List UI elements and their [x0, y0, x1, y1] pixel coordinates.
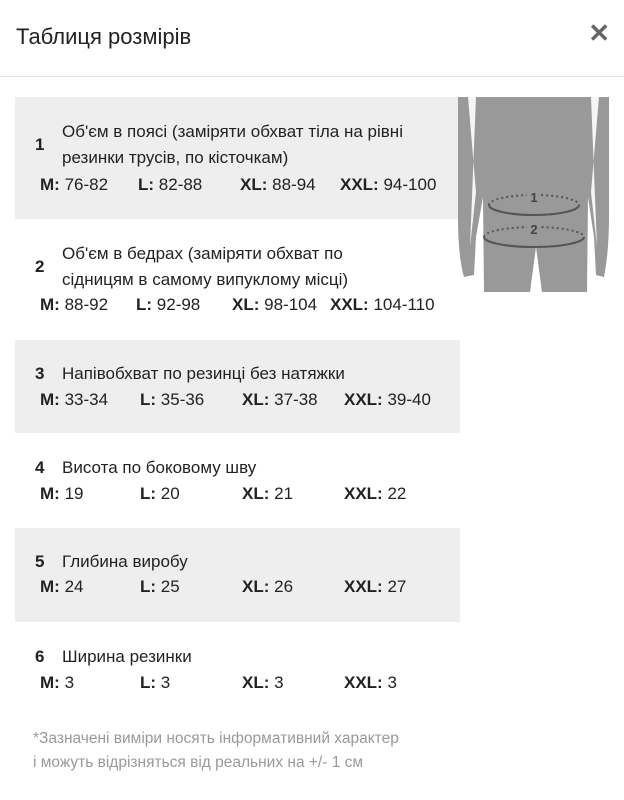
size-value: XL: 98-104: [232, 295, 317, 315]
size-row: 1 Об'єм в поясі (заміряти обхват тіла на…: [15, 97, 460, 219]
body-measurement-figure: 1 2: [458, 97, 609, 292]
size-measure: 92-98: [156, 295, 201, 314]
size-label: XL:: [242, 577, 270, 596]
size-measure: 104-110: [373, 295, 435, 314]
row-number: 2: [35, 257, 45, 276]
figure-label-1: 1: [530, 190, 537, 205]
size-measure: 88-94: [272, 175, 316, 194]
size-label: XL:: [242, 673, 270, 692]
size-label: L:: [140, 577, 157, 596]
size-label: L:: [138, 175, 155, 194]
note-line-1: *Зазначені виміри носять інформативний х…: [33, 730, 399, 747]
size-row: 6 Ширина резинки M: 3 L: 3 XL: 3 XXL: 3: [15, 622, 460, 715]
row-number: 1: [35, 135, 45, 154]
size-measure: 94-100: [383, 175, 437, 194]
size-measure: 3: [274, 673, 284, 692]
size-measure: 3: [64, 673, 75, 692]
size-label: L:: [140, 484, 157, 503]
size-value: M: 76-82: [40, 175, 108, 195]
size-measure: 39-40: [387, 390, 431, 409]
size-value: XL: 88-94: [240, 175, 316, 195]
size-value: XXL: 39-40: [344, 390, 431, 410]
size-measure: 82-88: [158, 175, 203, 194]
size-label: XXL:: [344, 390, 383, 409]
size-value: XXL: 94-100: [340, 175, 436, 195]
size-value: XXL: 27: [344, 577, 406, 597]
row-number: 5: [35, 552, 45, 571]
row-number: 3: [35, 364, 45, 383]
size-value: M: 88-92: [40, 295, 108, 315]
size-value: XL: 21: [242, 484, 293, 504]
size-value: L: 25: [140, 577, 180, 597]
size-label: L:: [140, 390, 157, 409]
size-label: XL:: [242, 484, 270, 503]
size-value: XXL: 3: [344, 673, 397, 693]
disclaimer-note: *Зазначені виміри носять інформативний х…: [33, 727, 399, 775]
size-measure: 33-34: [64, 390, 109, 409]
size-value: L: 20: [140, 484, 180, 504]
size-value: M: 24: [40, 577, 83, 597]
size-measure: 19: [64, 484, 84, 503]
row-description: Об'єм в бедрах (заміряти обхват по сідни…: [62, 244, 349, 289]
size-row: 2 Об'єм в бедрах (заміряти обхват по сід…: [15, 219, 460, 340]
row-description: Глибина виробу: [62, 552, 188, 571]
size-measure: 98-104: [264, 295, 318, 314]
note-line-2: і можуть відрізняться від реальних на +/…: [33, 754, 364, 771]
size-label: M:: [40, 175, 60, 194]
size-label: XXL:: [344, 577, 383, 596]
size-measure: 88-92: [64, 295, 109, 314]
size-label: M:: [40, 577, 60, 596]
size-row: 4 Висота по боковому шву M: 19 L: 20 XL: 2…: [15, 433, 460, 528]
size-measure: 3: [160, 673, 171, 692]
size-label: L:: [140, 673, 157, 692]
size-label: M:: [40, 484, 60, 503]
size-label: M:: [40, 295, 60, 314]
size-row: 5 Глибина виробу M: 24 L: 25 XL: 26 XXL: 27: [15, 528, 460, 622]
figure-label-2: 2: [530, 222, 537, 237]
size-value: XXL: 104-110: [330, 295, 435, 315]
size-value: L: 35-36: [140, 390, 204, 410]
size-label: XXL:: [340, 175, 379, 194]
size-label: L:: [136, 295, 153, 314]
size-value: XL: 3: [242, 673, 284, 693]
size-measure: 21: [274, 484, 294, 503]
size-label: M:: [40, 673, 60, 692]
size-label: M:: [40, 390, 60, 409]
size-measure: 25: [160, 577, 180, 596]
size-label: XL:: [240, 175, 268, 194]
size-label: XL:: [242, 390, 270, 409]
row-number: 6: [35, 647, 45, 666]
size-measure: 35-36: [160, 390, 205, 409]
modal-header: Таблиця розмірів ✕: [0, 0, 624, 77]
size-label: XXL:: [344, 673, 383, 692]
size-value: M: 3: [40, 673, 74, 693]
size-value: XXL: 22: [344, 484, 406, 504]
size-measure: 22: [387, 484, 407, 503]
size-label: XXL:: [344, 484, 383, 503]
row-description: Об'єм в поясі (заміряти обхват тіла на р…: [62, 122, 403, 167]
close-icon[interactable]: ✕: [588, 18, 610, 48]
size-value: XL: 26: [242, 577, 293, 597]
size-measure: 76-82: [64, 175, 109, 194]
size-value: M: 33-34: [40, 390, 108, 410]
size-measure: 37-38: [274, 390, 318, 409]
size-value: L: 92-98: [136, 295, 200, 315]
size-label: XXL:: [330, 295, 369, 314]
size-value: M: 19: [40, 484, 83, 504]
size-label: XL:: [232, 295, 260, 314]
size-measure: 27: [387, 577, 407, 596]
size-measure: 26: [274, 577, 294, 596]
size-value: L: 3: [140, 673, 170, 693]
size-value: L: 82-88: [138, 175, 202, 195]
modal-title: Таблиця розмірів: [16, 24, 192, 49]
size-measure: 3: [387, 673, 397, 692]
size-measure: 24: [64, 577, 84, 596]
size-row: 3 Напівобхват по резинці без натяжки M: …: [15, 340, 460, 433]
size-measure: 20: [160, 484, 180, 503]
row-description: Ширина резинки: [62, 647, 192, 666]
row-description: Напівобхват по резинці без натяжки: [62, 364, 345, 383]
row-number: 4: [35, 458, 45, 477]
size-value: XL: 37-38: [242, 390, 318, 410]
row-description: Висота по боковому шву: [62, 458, 257, 477]
